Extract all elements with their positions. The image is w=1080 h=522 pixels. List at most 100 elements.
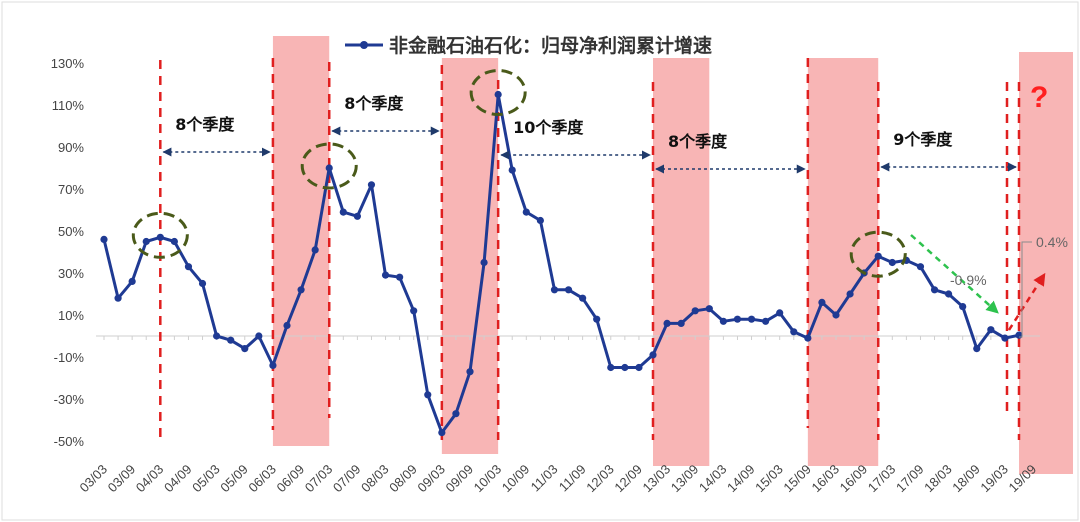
data-point xyxy=(297,286,305,294)
y-tick-label: 10% xyxy=(58,308,84,323)
legend-point-marker xyxy=(360,41,368,49)
shaded-period xyxy=(441,58,499,454)
data-point xyxy=(930,286,939,294)
data-point xyxy=(381,271,390,279)
data-point xyxy=(424,391,432,399)
data-point xyxy=(621,363,629,372)
data-point xyxy=(367,181,376,189)
data-point xyxy=(438,429,446,437)
x-tick-label: 04/03 xyxy=(133,462,167,496)
x-tick-label: 03/03 xyxy=(77,462,111,496)
data-point xyxy=(480,258,488,267)
data-point xyxy=(100,235,108,243)
x-tick-label: 17/09 xyxy=(893,462,927,496)
x-tick-label: 16/09 xyxy=(837,462,871,496)
peak-circle xyxy=(131,211,189,259)
x-tick-label: 06/03 xyxy=(245,462,279,496)
data-point xyxy=(705,305,713,313)
data-point xyxy=(325,164,333,172)
data-point xyxy=(790,328,798,336)
peak-circle xyxy=(300,142,358,190)
data-point xyxy=(846,290,854,298)
x-tick-label: 07/09 xyxy=(330,462,364,496)
period-span-label: 8个季度 xyxy=(175,115,235,134)
data-point xyxy=(269,361,277,369)
x-tick-label: 19/03 xyxy=(977,462,1011,496)
data-point xyxy=(255,332,263,340)
data-point xyxy=(607,363,615,372)
data-point xyxy=(973,345,981,353)
data-point xyxy=(959,303,967,311)
data-point xyxy=(213,332,221,340)
data-point xyxy=(1001,334,1009,342)
x-tick-label: 12/09 xyxy=(611,462,645,496)
data-point xyxy=(733,315,742,323)
shaded-period xyxy=(272,36,330,446)
x-tick-label: 07/03 xyxy=(302,462,336,496)
data-point xyxy=(635,363,643,372)
callout-line xyxy=(1019,241,1032,338)
data-point xyxy=(579,294,587,302)
shaded-period xyxy=(807,58,879,466)
x-tick-label: 13/03 xyxy=(640,462,674,496)
x-tick-label: 18/03 xyxy=(921,462,955,496)
data-point xyxy=(508,166,516,174)
x-tick-label: 15/09 xyxy=(780,462,814,496)
y-tick-label: -10% xyxy=(54,350,85,365)
peak-circle xyxy=(849,230,907,278)
x-tick-label: 06/09 xyxy=(274,462,308,496)
y-tick-label: -30% xyxy=(54,392,85,407)
x-tick-label: 16/03 xyxy=(809,462,843,496)
data-point xyxy=(719,317,727,325)
x-tick-label: 03/09 xyxy=(105,462,139,496)
data-point xyxy=(466,368,474,376)
legend-label: 非金融石油石化：归母净利润累计增速 xyxy=(389,34,712,57)
data-point xyxy=(311,246,319,254)
x-tick-label: 08/03 xyxy=(358,462,392,496)
x-tick-label: 18/09 xyxy=(949,462,983,496)
data-point xyxy=(536,216,544,225)
x-tick-label: 09/09 xyxy=(443,462,477,496)
x-tick-label: 11/03 xyxy=(528,462,561,495)
data-point xyxy=(747,315,756,323)
x-tick-label: 17/03 xyxy=(865,462,899,496)
data-point xyxy=(241,345,249,353)
data-point xyxy=(550,286,559,294)
data-point xyxy=(677,319,685,327)
data-point xyxy=(227,336,235,344)
x-tick-label: 12/03 xyxy=(583,462,617,496)
data-point xyxy=(156,233,164,241)
decline-arrow xyxy=(910,234,999,314)
data-point xyxy=(452,410,460,418)
x-tick-label: 08/09 xyxy=(386,462,420,496)
period-span-label: 8个季度 xyxy=(668,132,728,151)
y-tick-label: -50% xyxy=(54,434,85,449)
legend: 非金融石油石化：归母净利润累计增速 xyxy=(345,34,712,57)
annotation-0-4: 0.4% xyxy=(1036,234,1068,250)
y-tick-label: 90% xyxy=(58,140,84,155)
data-point xyxy=(494,90,502,99)
annotation-minus-0-9: -0.9% xyxy=(950,272,987,288)
series-line xyxy=(102,93,1020,435)
data-point xyxy=(283,321,291,330)
x-tick-label: 14/09 xyxy=(724,462,758,496)
data-point xyxy=(170,237,178,246)
y-tick-label: 130% xyxy=(51,56,85,71)
x-tick-label: 09/03 xyxy=(414,462,448,496)
y-tick-label: 110% xyxy=(52,98,85,113)
data-point xyxy=(184,263,193,271)
data-point xyxy=(776,309,784,317)
data-point xyxy=(945,290,953,298)
data-point xyxy=(142,237,150,246)
period-span-label: 8个季度 xyxy=(344,94,404,113)
data-point xyxy=(888,258,896,267)
data-point xyxy=(762,317,770,325)
data-point xyxy=(114,294,122,302)
data-point xyxy=(593,315,601,323)
period-span-label: 9个季度 xyxy=(893,130,953,149)
data-point xyxy=(663,319,671,327)
x-tick-label: 13/09 xyxy=(668,462,702,496)
y-tick-label: 50% xyxy=(58,224,84,239)
